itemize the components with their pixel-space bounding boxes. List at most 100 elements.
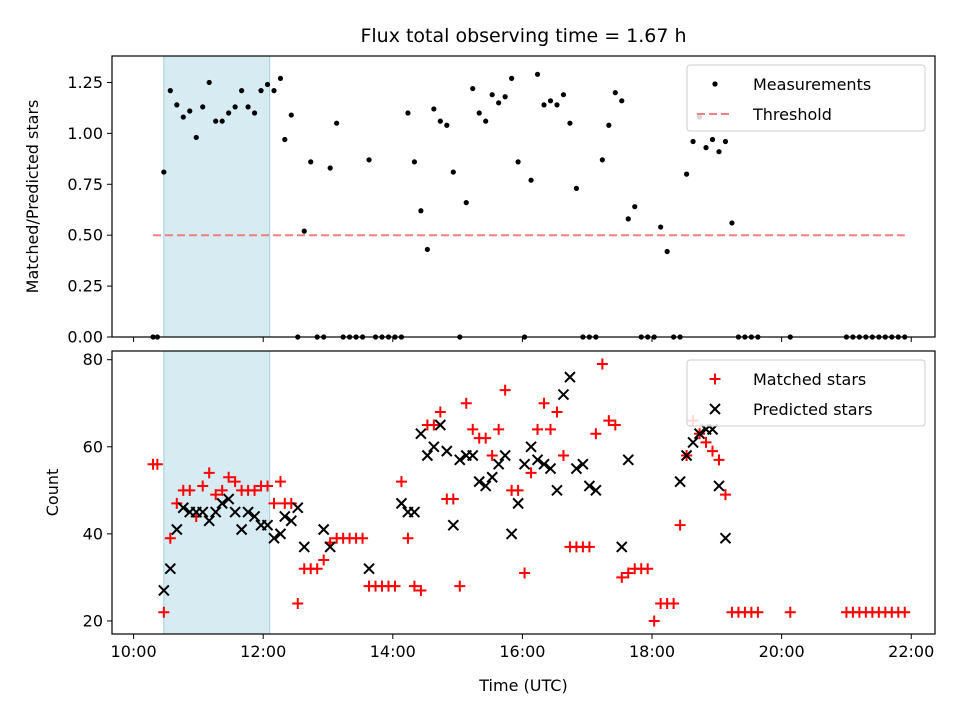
legend-box (686, 359, 926, 427)
matched-star-point (311, 563, 323, 575)
matched-star-point (223, 471, 235, 483)
predicted-star-point (512, 497, 524, 510)
x-tick-label: 16:00 (499, 642, 545, 661)
predicted-star-point (177, 502, 189, 514)
measurement-point (161, 169, 167, 175)
matched-star-point (164, 532, 176, 544)
matched-star-point (609, 419, 621, 431)
matched-star-point (408, 580, 420, 592)
matched-star-point (545, 423, 557, 435)
x-tick-label: 14:00 (370, 642, 416, 661)
measurement-point (174, 102, 180, 108)
predicted-star-point (408, 506, 421, 518)
matched-star-point (713, 454, 725, 466)
matched-star-point (357, 532, 369, 544)
predicted-star-point (467, 449, 479, 462)
y-tick-label: 0.75 (67, 175, 103, 194)
legend-predicted-swatch (709, 403, 721, 415)
y-tick-label: 1.25 (67, 73, 103, 92)
matched-star-point (210, 489, 222, 501)
highlight-span (163, 350, 271, 635)
matched-star-point (700, 436, 712, 448)
legend-label: Measurements (753, 75, 871, 94)
x-tick-label: 12:00 (240, 642, 286, 661)
matched-star-point (197, 480, 209, 492)
x-axis-label: Time (UTC) (478, 676, 567, 695)
predicted-star-point (713, 480, 725, 492)
measurement-point (187, 108, 193, 114)
predicted-star-point (531, 454, 544, 466)
matched-star-point (402, 532, 414, 544)
predicted-star-point (428, 441, 440, 453)
measurement-point (599, 157, 605, 163)
measurement-point (625, 216, 631, 222)
predicted-star-point (525, 441, 537, 453)
measurement-point (334, 120, 340, 126)
matched-star-point (493, 423, 505, 435)
matched-star-point (557, 449, 569, 461)
matched-star-point (285, 497, 297, 509)
predicted-star-point (473, 475, 485, 488)
measurement-point (232, 104, 238, 110)
legend-matched-swatch (709, 373, 721, 385)
predicted-star-point (583, 480, 596, 492)
predicted-star-point (324, 541, 336, 553)
matched-star-point (454, 580, 466, 592)
measurement-point (606, 122, 612, 128)
predicted-star-point (216, 497, 228, 510)
predicted-star-point (209, 506, 222, 518)
predicted-star-point (454, 454, 466, 466)
measurement-point (534, 71, 541, 77)
matched-star-point (216, 484, 228, 496)
matched-star-point (395, 476, 407, 488)
predicted-star-point (674, 475, 686, 488)
chart-title: Flux total observing time = 1.67 h (360, 25, 686, 47)
predicted-star-point (317, 523, 330, 536)
predicted-star-point (590, 484, 602, 497)
matched-star-point (262, 480, 274, 492)
matched-star-point (512, 484, 524, 496)
matched-star-point (415, 584, 427, 596)
predicted-star-point (298, 541, 310, 553)
matched-star-point (525, 467, 537, 479)
measurement-point (327, 165, 333, 171)
predicted-star-point (434, 419, 447, 431)
measurement-point (709, 136, 716, 143)
highlight-span (163, 55, 271, 338)
predicted-star-point (279, 510, 291, 523)
matched-star-point (648, 615, 660, 627)
matched-star-point (171, 497, 183, 509)
y-tick-label: 60 (83, 437, 103, 456)
predicted-star-point (158, 584, 170, 597)
predicted-star-point (505, 528, 518, 540)
matched-star-point (467, 423, 479, 435)
matched-star-point (616, 571, 628, 583)
x-tick-label: 22:00 (888, 642, 934, 661)
matched-star-point (499, 384, 511, 396)
predicted-star-point (544, 462, 557, 475)
predicted-star-point (557, 388, 570, 401)
measurement-point (206, 79, 212, 86)
x-tick-label: 18:00 (629, 642, 675, 661)
axes-frame (111, 350, 936, 635)
matched-star-point (519, 567, 531, 579)
measurement-point (431, 106, 437, 112)
matched-star-point (668, 598, 680, 610)
predicted-star-point (248, 510, 261, 523)
predicted-star-point (499, 449, 511, 462)
measurement-point (683, 171, 690, 177)
measurement-point (502, 94, 508, 100)
measurement-point (722, 138, 729, 145)
measurement-point (554, 102, 560, 108)
measurement-point (444, 122, 450, 128)
measurement-point (658, 224, 664, 230)
predicted-star-point (363, 562, 375, 575)
predicted-star-point (274, 528, 287, 540)
predicted-star-point (229, 506, 241, 518)
matched-star-point (583, 541, 595, 553)
matched-star-point (551, 406, 563, 418)
predicted-star-point (687, 436, 699, 449)
measurement-point (167, 88, 173, 94)
predicted-star-point (421, 449, 434, 462)
predicted-star-point (242, 506, 254, 518)
